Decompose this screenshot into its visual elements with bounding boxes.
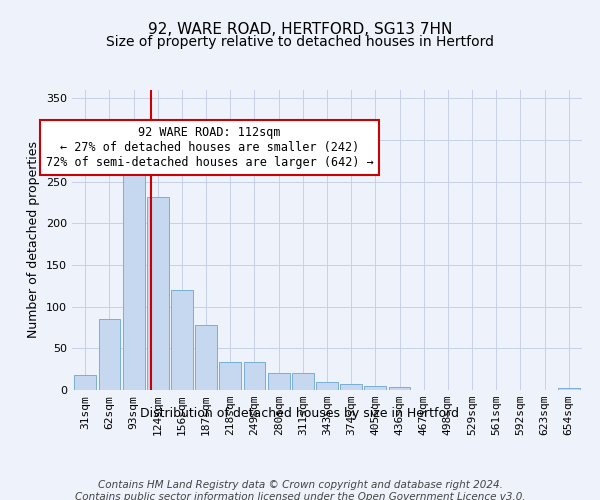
- Text: Size of property relative to detached houses in Hertford: Size of property relative to detached ho…: [106, 35, 494, 49]
- Bar: [244, 362, 265, 390]
- Bar: [558, 388, 580, 390]
- Bar: [268, 374, 290, 390]
- Bar: [98, 319, 121, 390]
- Text: 92, WARE ROAD, HERTFORD, SG13 7HN: 92, WARE ROAD, HERTFORD, SG13 7HN: [148, 22, 452, 38]
- Bar: [364, 386, 386, 390]
- Y-axis label: Number of detached properties: Number of detached properties: [28, 142, 40, 338]
- Text: Contains HM Land Registry data © Crown copyright and database right 2024.
Contai: Contains HM Land Registry data © Crown c…: [74, 480, 526, 500]
- Bar: [220, 362, 241, 390]
- Bar: [292, 374, 314, 390]
- Text: 92 WARE ROAD: 112sqm
← 27% of detached houses are smaller (242)
72% of semi-deta: 92 WARE ROAD: 112sqm ← 27% of detached h…: [46, 126, 374, 169]
- Bar: [123, 174, 145, 390]
- Bar: [340, 384, 362, 390]
- Bar: [147, 196, 169, 390]
- Bar: [389, 386, 410, 390]
- Bar: [195, 325, 217, 390]
- Bar: [171, 290, 193, 390]
- Text: Distribution of detached houses by size in Hertford: Distribution of detached houses by size …: [140, 408, 460, 420]
- Bar: [316, 382, 338, 390]
- Bar: [74, 375, 96, 390]
